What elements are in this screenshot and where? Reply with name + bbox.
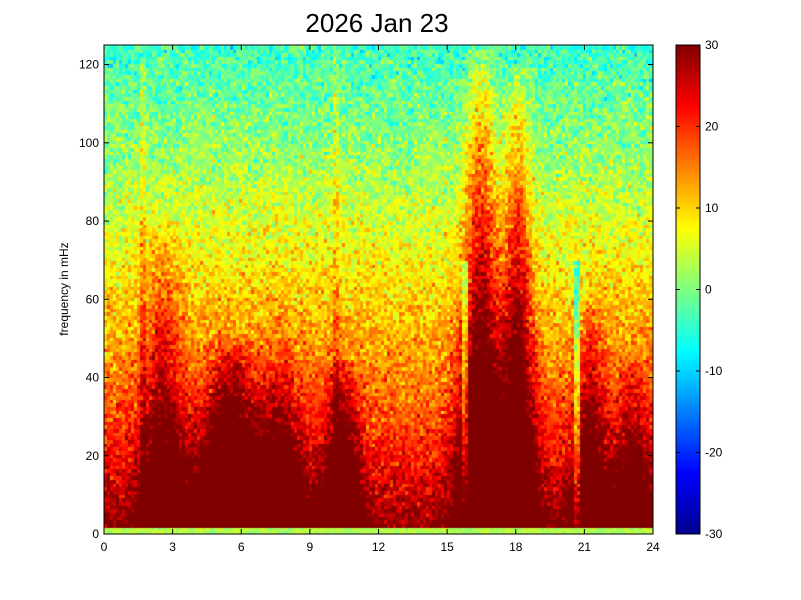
x-tick-label: 24 <box>646 540 660 554</box>
y-tick-label: 60 <box>86 292 100 306</box>
colorbar-tick-label: -30 <box>705 527 723 541</box>
chart-title: 2026 Jan 23 <box>305 8 448 38</box>
colorbar-tick-label: 10 <box>705 201 719 215</box>
x-tick-label: 12 <box>372 540 386 554</box>
y-tick-label: 40 <box>86 371 100 385</box>
x-tick-label: 21 <box>578 540 592 554</box>
colorbar-tick-label: -10 <box>705 364 723 378</box>
colorbar-tick-label: 30 <box>705 38 719 52</box>
x-tick-label: 18 <box>509 540 523 554</box>
colorbar-tick-label: 0 <box>705 283 712 297</box>
colorbar-tick-label: -20 <box>705 446 723 460</box>
x-tick-label: 9 <box>307 540 314 554</box>
x-tick-label: 6 <box>238 540 245 554</box>
heatmap-container <box>104 45 653 534</box>
y-tick-label: 80 <box>86 214 100 228</box>
x-tick-label: 0 <box>101 540 108 554</box>
heatmap-canvas <box>104 45 653 534</box>
y-tick-label: 20 <box>86 449 100 463</box>
colorbar-tick-label: 20 <box>705 120 719 134</box>
y-axis-ticks: 0 20 40 60 80 100 120 <box>79 58 653 541</box>
x-tick-label: 15 <box>440 540 454 554</box>
y-tick-label: 100 <box>79 136 99 150</box>
x-tick-label: 3 <box>169 540 176 554</box>
y-tick-label: 0 <box>92 527 99 541</box>
x-axis-ticks: 0 3 6 9 12 15 18 21 24 <box>101 45 660 554</box>
y-tick-label: 120 <box>79 58 99 72</box>
colorbar-ticks: 30 20 10 0 -10 -20 -30 <box>676 38 723 541</box>
y-axis-label: frequency in mHz <box>57 242 71 335</box>
